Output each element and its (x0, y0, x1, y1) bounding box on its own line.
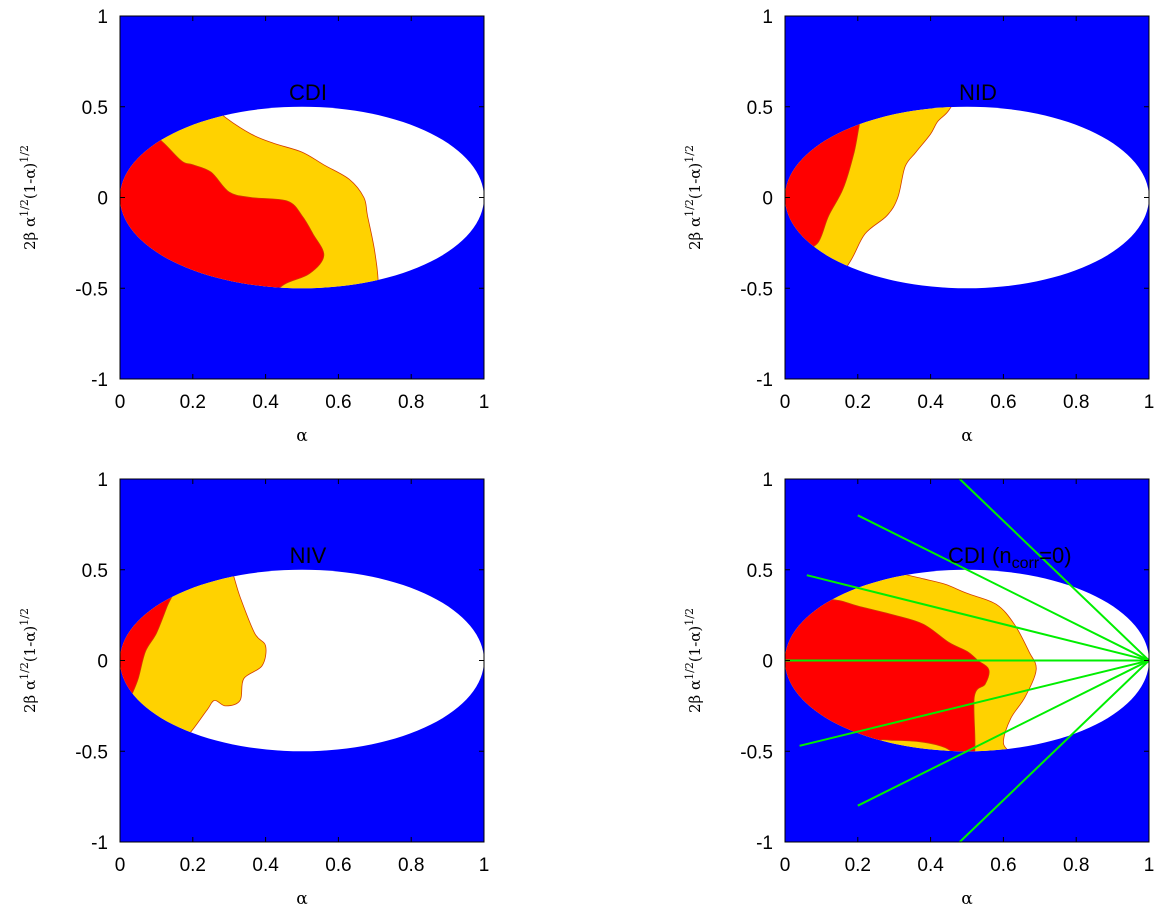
x-tick-label: 0 (115, 855, 126, 876)
x-tick-label: 0.4 (917, 392, 944, 413)
y-tick-label: 0 (97, 189, 108, 210)
x-axis-label: α (296, 426, 308, 446)
x-tick-label: 0.8 (1063, 392, 1089, 413)
panel-title: CDI (ncorr=0) (948, 543, 1072, 572)
x-tick-label: 0.2 (845, 855, 871, 876)
panel-title: NIV (290, 543, 327, 568)
panel-title: NID (959, 80, 997, 105)
y-axis-label: 2β α1/2(1-α)1/2 (683, 608, 704, 713)
y-tick-label: 0 (762, 189, 773, 210)
ray-line-6 (857, 659, 1150, 807)
x-tick-label: 0.2 (180, 855, 206, 876)
ray-line-5 (799, 659, 1150, 747)
x-axis-label: α (296, 889, 308, 908)
x-axis-label: α (961, 889, 973, 908)
x-tick-label: 0.2 (180, 392, 206, 413)
x-tick-label: 0.8 (398, 392, 424, 413)
y-tick-label: -0.5 (75, 279, 108, 300)
x-tick-label: 1 (479, 392, 490, 413)
x-tick-label: 1 (479, 855, 490, 876)
x-tick-label: 0.6 (325, 855, 351, 876)
y-tick-label: -1 (756, 833, 773, 854)
x-tick-label: 0.8 (1063, 855, 1089, 876)
y-tick-label: 1 (762, 7, 773, 28)
panel-1: 0 0.2 0.4 0.6 0.8 1 -1 -0.5 0 0.5 1 α 2β α1/2(1-α)1/… (18, 7, 489, 446)
x-tick-label: 0 (780, 855, 791, 876)
y-tick-label: 0.5 (747, 561, 773, 582)
y-tick-label: -1 (91, 370, 108, 391)
ray-line-7 (959, 659, 1150, 843)
panel-2: 0 0.2 0.4 0.6 0.8 1 -1 -0.5 0 0.5 1 α 2β α1/2(1-α)1/… (683, 7, 1154, 446)
ray-line-1 (959, 478, 1150, 662)
y-tick-label: 1 (762, 470, 773, 491)
x-tick-label: 0.4 (252, 855, 279, 876)
y-tick-label: -0.5 (740, 742, 773, 763)
x-axis-label: α (961, 426, 973, 446)
y-tick-label: 1 (97, 470, 108, 491)
panel-3: 0 0.2 0.4 0.6 0.8 1 -1 -0.5 0 0.5 1 α 2β α1/2(1-α)1/… (18, 470, 489, 908)
y-tick-label: -0.5 (75, 742, 108, 763)
x-tick-label: 0.6 (325, 392, 351, 413)
y-tick-label: -0.5 (740, 279, 773, 300)
y-axis-label: 2β α1/2(1-α)1/2 (18, 608, 39, 713)
y-tick-label: 0.5 (82, 98, 108, 119)
x-tick-label: 0.4 (252, 392, 279, 413)
x-tick-label: 0 (115, 392, 126, 413)
y-tick-label: 0 (762, 652, 773, 673)
y-tick-label: 1 (97, 7, 108, 28)
panel-title: CDI (289, 80, 327, 105)
y-axis-label: 2β α1/2(1-α)1/2 (683, 145, 704, 250)
x-tick-label: 1 (1144, 855, 1155, 876)
x-tick-label: 0.2 (845, 392, 871, 413)
y-tick-label: -1 (91, 833, 108, 854)
ray-line-2 (857, 514, 1150, 662)
x-tick-label: 0 (780, 392, 791, 413)
panel-4: 0 0.2 0.4 0.6 0.8 1 -1 -0.5 0 0.5 1 α 2β α1/2(1-α)1/… (683, 470, 1154, 908)
outer-confidence-region (785, 106, 964, 289)
ray-line-3 (806, 574, 1150, 662)
y-tick-label: -1 (756, 370, 773, 391)
x-tick-label: 0.4 (917, 855, 944, 876)
x-tick-label: 1 (1144, 392, 1155, 413)
y-axis-label: 2β α1/2(1-α)1/2 (18, 145, 39, 250)
y-tick-label: 0.5 (747, 98, 773, 119)
x-tick-label: 0.8 (398, 855, 424, 876)
y-tick-label: 0 (97, 652, 108, 673)
y-tick-label: 0.5 (82, 561, 108, 582)
x-tick-label: 0.6 (990, 855, 1016, 876)
x-tick-label: 0.6 (990, 392, 1016, 413)
